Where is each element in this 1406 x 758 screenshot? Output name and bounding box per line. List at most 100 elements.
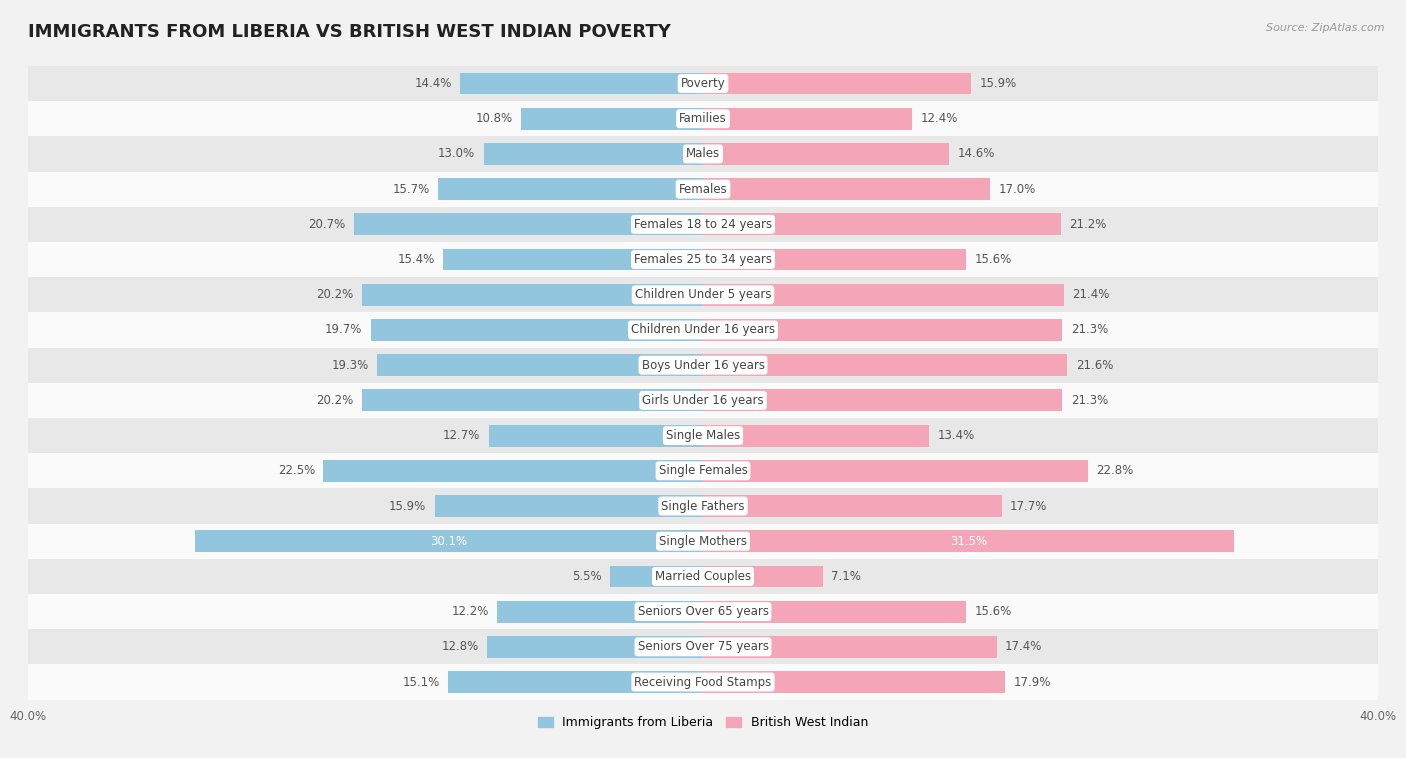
Bar (703, 73, 972, 95)
Text: 19.3%: 19.3% (332, 359, 368, 371)
Bar (28, 383, 1378, 418)
Bar (703, 565, 823, 587)
Text: 14.6%: 14.6% (957, 148, 995, 161)
Bar (28, 524, 1378, 559)
Text: 14.4%: 14.4% (415, 77, 451, 90)
Text: 15.6%: 15.6% (974, 253, 1012, 266)
Text: 17.9%: 17.9% (1014, 675, 1050, 688)
Bar (703, 671, 1005, 693)
Text: 10.8%: 10.8% (475, 112, 512, 125)
Bar (28, 665, 1378, 700)
Text: 15.4%: 15.4% (398, 253, 434, 266)
Bar (363, 283, 703, 305)
Text: 21.6%: 21.6% (1076, 359, 1114, 371)
Text: 21.3%: 21.3% (1071, 324, 1108, 337)
Text: 12.7%: 12.7% (443, 429, 481, 442)
Bar (489, 424, 703, 446)
Bar (28, 348, 1378, 383)
Bar (520, 108, 703, 130)
Bar (484, 143, 703, 164)
Bar (703, 601, 966, 622)
Text: 13.0%: 13.0% (439, 148, 475, 161)
Bar (28, 277, 1378, 312)
Bar (703, 531, 1234, 552)
Text: 5.5%: 5.5% (572, 570, 602, 583)
Bar (703, 143, 949, 164)
Bar (439, 178, 703, 200)
Bar (28, 171, 1378, 207)
Bar (28, 418, 1378, 453)
Bar (610, 565, 703, 587)
Text: Children Under 5 years: Children Under 5 years (634, 288, 772, 301)
Text: Receiving Food Stamps: Receiving Food Stamps (634, 675, 772, 688)
Bar (323, 460, 703, 482)
Text: Single Fathers: Single Fathers (661, 500, 745, 512)
Bar (443, 249, 703, 271)
Text: 7.1%: 7.1% (831, 570, 860, 583)
Text: Single Females: Single Females (658, 465, 748, 478)
Bar (498, 601, 703, 622)
Text: 15.9%: 15.9% (389, 500, 426, 512)
Text: 17.4%: 17.4% (1005, 641, 1042, 653)
Bar (28, 453, 1378, 488)
Text: Females: Females (679, 183, 727, 196)
Bar (703, 249, 966, 271)
Bar (28, 594, 1378, 629)
Text: 17.0%: 17.0% (998, 183, 1035, 196)
Bar (28, 242, 1378, 277)
Bar (354, 214, 703, 235)
Bar (703, 108, 912, 130)
Text: 15.6%: 15.6% (974, 605, 1012, 618)
Text: 31.5%: 31.5% (950, 534, 987, 548)
Text: 21.2%: 21.2% (1069, 218, 1107, 231)
Text: Seniors Over 75 years: Seniors Over 75 years (637, 641, 769, 653)
Bar (703, 495, 1001, 517)
Bar (28, 488, 1378, 524)
Text: 20.2%: 20.2% (316, 394, 354, 407)
Bar (449, 671, 703, 693)
Text: 12.2%: 12.2% (451, 605, 489, 618)
Bar (703, 283, 1064, 305)
Text: 13.4%: 13.4% (938, 429, 974, 442)
Bar (28, 559, 1378, 594)
Bar (703, 390, 1063, 412)
Bar (28, 207, 1378, 242)
Text: 30.1%: 30.1% (430, 534, 468, 548)
Legend: Immigrants from Liberia, British West Indian: Immigrants from Liberia, British West In… (533, 711, 873, 735)
Text: Single Mothers: Single Mothers (659, 534, 747, 548)
Bar (703, 354, 1067, 376)
Text: 15.9%: 15.9% (980, 77, 1017, 90)
Text: 20.7%: 20.7% (308, 218, 346, 231)
Text: 12.4%: 12.4% (921, 112, 957, 125)
Text: Boys Under 16 years: Boys Under 16 years (641, 359, 765, 371)
Text: IMMIGRANTS FROM LIBERIA VS BRITISH WEST INDIAN POVERTY: IMMIGRANTS FROM LIBERIA VS BRITISH WEST … (28, 23, 671, 41)
Text: 21.3%: 21.3% (1071, 394, 1108, 407)
Bar (703, 319, 1063, 341)
Text: Females 25 to 34 years: Females 25 to 34 years (634, 253, 772, 266)
Bar (363, 390, 703, 412)
Text: Poverty: Poverty (681, 77, 725, 90)
Text: 15.7%: 15.7% (392, 183, 430, 196)
Text: 15.1%: 15.1% (402, 675, 440, 688)
Bar (703, 424, 929, 446)
Text: 12.8%: 12.8% (441, 641, 478, 653)
Text: Source: ZipAtlas.com: Source: ZipAtlas.com (1267, 23, 1385, 33)
Text: Males: Males (686, 148, 720, 161)
Bar (28, 312, 1378, 348)
Text: Girls Under 16 years: Girls Under 16 years (643, 394, 763, 407)
Text: 22.5%: 22.5% (278, 465, 315, 478)
Text: 17.7%: 17.7% (1010, 500, 1047, 512)
Text: Single Males: Single Males (666, 429, 740, 442)
Bar (28, 66, 1378, 101)
Bar (434, 495, 703, 517)
Bar (371, 319, 703, 341)
Bar (377, 354, 703, 376)
Bar (703, 178, 990, 200)
Bar (195, 531, 703, 552)
Bar (486, 636, 703, 658)
Text: 21.4%: 21.4% (1073, 288, 1109, 301)
Bar (28, 101, 1378, 136)
Bar (703, 636, 997, 658)
Text: Children Under 16 years: Children Under 16 years (631, 324, 775, 337)
Bar (460, 73, 703, 95)
